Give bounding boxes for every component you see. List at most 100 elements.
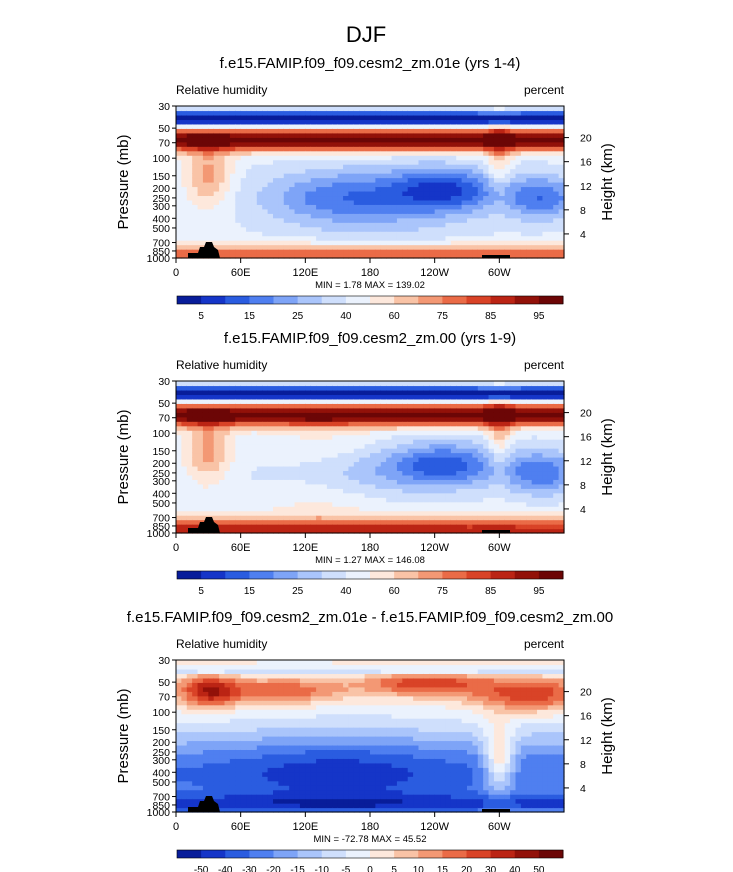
heatmap-cell: [364, 470, 371, 476]
heatmap-cell: [192, 479, 199, 485]
heatmap-cell: [273, 465, 279, 472]
heatmap-cell: [402, 470, 409, 476]
heatmap-cell: [413, 443, 420, 449]
heatmap-cell: [256, 119, 263, 125]
heatmap-cell: [316, 524, 323, 530]
heatmap-cell: [278, 141, 285, 147]
heatmap-cell: [558, 164, 565, 170]
heatmap-cell: [197, 430, 204, 436]
heatmap-cell: [246, 416, 253, 422]
heatmap-cell: [504, 443, 511, 449]
heatmap-cell: [256, 381, 263, 387]
heatmap-cell: [181, 443, 188, 449]
heatmap-cell: [289, 177, 296, 183]
heatmap-cell: [407, 452, 414, 458]
heatmap-cell: [386, 381, 393, 387]
heatmap-cell: [413, 474, 420, 480]
heatmap-cell: [197, 213, 204, 219]
heatmap-cell: [299, 497, 306, 503]
heatmap-cell: [321, 452, 328, 458]
heatmap-cell: [202, 199, 209, 205]
heatmap-cell: [262, 528, 269, 534]
heatmap-cell: [310, 474, 317, 480]
heatmap-cell: [343, 114, 350, 121]
heatmap-cell: [326, 515, 333, 521]
heatmap-cell: [181, 182, 188, 188]
heatmap-cell: [359, 497, 366, 503]
heatmap-cell: [348, 177, 355, 183]
heatmap-cell: [445, 425, 452, 431]
heatmap-cell: [547, 461, 554, 467]
heatmap-cell: [375, 119, 382, 125]
y-tick-label: 400: [152, 213, 170, 225]
heatmap-cell: [294, 416, 301, 422]
heatmap-cell: [186, 199, 193, 205]
heatmap-cell: [531, 199, 538, 205]
heatmap-cell: [391, 524, 398, 530]
heatmap-cell: [299, 488, 306, 494]
heatmap-cell: [456, 137, 463, 143]
heatmap-cell: [294, 240, 301, 246]
heatmap-cell: [235, 461, 242, 467]
heatmap-cell: [186, 249, 193, 255]
heatmap-cell: [402, 110, 409, 116]
y-tick-label: 850: [152, 246, 170, 258]
heatmap-cell: [423, 177, 430, 183]
heatmap-cell: [440, 407, 447, 413]
heatmap-cell: [461, 164, 468, 170]
heatmap-cell: [488, 416, 495, 422]
heatmap-cell: [256, 461, 263, 467]
heatmap-cell: [289, 128, 296, 134]
heatmap-cell: [359, 217, 366, 223]
heatmap-cell: [192, 213, 199, 219]
heatmap-cell: [321, 412, 328, 418]
heatmap-cell: [310, 114, 317, 121]
heatmap-cell: [537, 470, 544, 476]
heatmap-cell: [558, 132, 565, 138]
heatmap-cell: [477, 150, 484, 156]
heatmap-cell: [316, 159, 323, 165]
heatmap-cell: [208, 443, 215, 449]
heatmap-cell: [278, 439, 285, 445]
heatmap-cell: [332, 479, 339, 485]
heatmap-cell: [256, 190, 263, 197]
heatmap-cell: [423, 524, 430, 530]
heatmap-cell: [542, 213, 549, 219]
heatmap-cell: [176, 421, 182, 427]
heatmap-cell: [246, 501, 253, 507]
heatmap-cell: [251, 119, 258, 125]
heatmap-cell: [467, 150, 473, 156]
heatmap-cell: [380, 398, 387, 404]
heatmap-cell: [299, 430, 306, 436]
heatmap-cell: [456, 524, 463, 530]
heatmap-cell: [483, 385, 490, 391]
heatmap-cell: [219, 528, 226, 534]
heatmap-cell: [526, 226, 533, 232]
heatmap-cell: [504, 190, 511, 197]
heatmap-cell: [283, 421, 290, 427]
heatmap-cell: [283, 132, 290, 138]
heatmap-cell: [192, 199, 199, 205]
heatmap-cell: [219, 128, 226, 134]
heatmap-cell: [418, 385, 425, 391]
heatmap-cell: [310, 128, 317, 134]
heatmap-cell: [246, 443, 253, 449]
heatmap-cell: [488, 443, 495, 449]
heatmap-cell: [240, 226, 247, 232]
heatmap-cell: [197, 164, 204, 170]
heatmap-cell: [542, 434, 549, 440]
heatmap-cell: [208, 182, 215, 188]
heatmap-cell: [499, 443, 506, 449]
heatmap-cell: [472, 403, 479, 409]
colorbar-swatch: [249, 296, 275, 304]
heatmap-cell: [380, 132, 387, 138]
heatmap-cell: [224, 474, 231, 480]
heatmap-cell: [219, 524, 226, 530]
heatmap-cell: [202, 195, 209, 201]
heatmap-cell: [267, 150, 274, 156]
heatmap-cell: [467, 443, 473, 449]
heatmap-cell: [353, 240, 360, 246]
heatmap-cell: [472, 448, 479, 454]
heatmap-cell: [289, 470, 296, 476]
heatmap-cell: [229, 132, 236, 138]
